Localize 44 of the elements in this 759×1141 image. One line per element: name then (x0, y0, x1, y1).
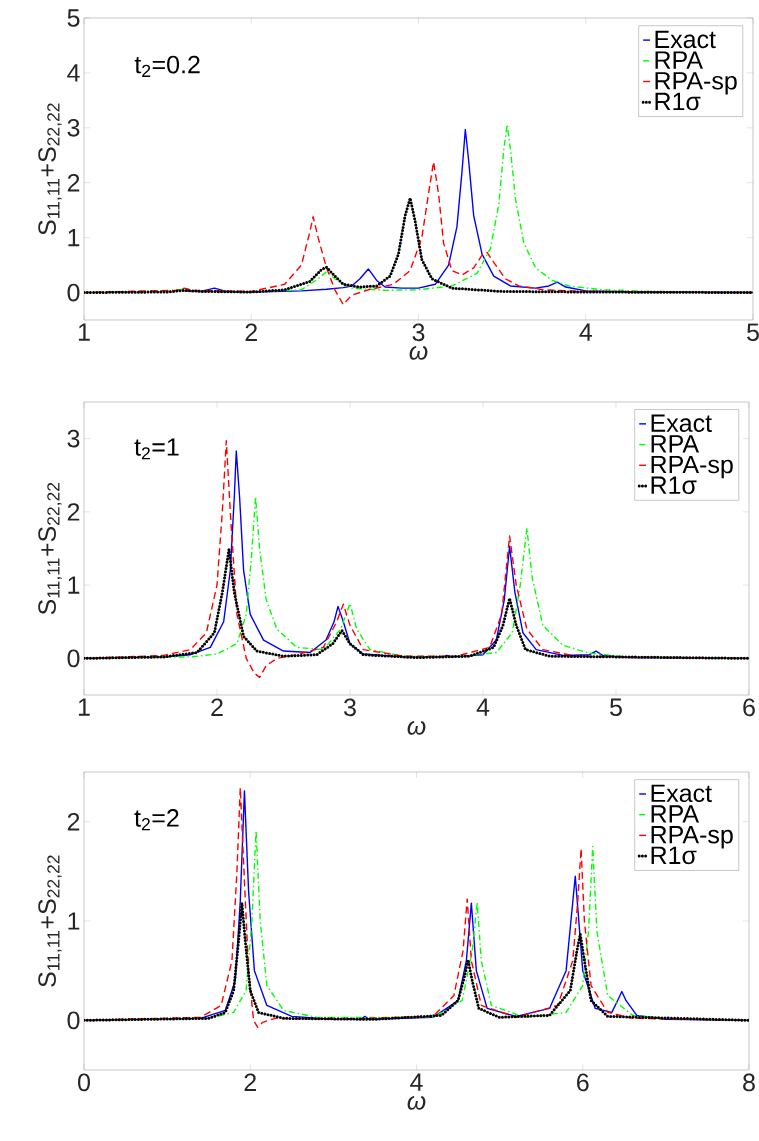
y-tick-label: 4 (67, 64, 80, 82)
y-tick-label: 0 (67, 1011, 80, 1030)
x-tick-label: 4 (579, 323, 592, 341)
y-axis-title: S$_{11,11}$+S$_{22,22}$ (38, 482, 62, 615)
legend-label: Exact (655, 30, 716, 49)
y-tick-label: 3 (67, 429, 80, 448)
y-tick-label: 1 (68, 576, 80, 594)
x-tick-label: 8 (743, 1073, 755, 1092)
x-tick-label: 5 (747, 323, 759, 341)
y-axis-title: S$_{11,11}$+S$_{22,22}$ (38, 855, 62, 987)
annotation: t$_{2}$=0.2 (134, 55, 200, 77)
legend-label: RPA (655, 51, 703, 69)
x-axis-title: ω (407, 721, 426, 735)
x-tick-label: 6 (743, 698, 755, 717)
y-tick-label: 2 (67, 174, 80, 192)
legend-label: RPA (651, 435, 700, 453)
y-axis-title: S$_{11,11}$+S$_{22,22}$ (38, 103, 62, 235)
legend-label: RPA (651, 805, 700, 823)
x-axis-title: ω (409, 346, 428, 360)
line-series (84, 901, 749, 1022)
line-series (84, 547, 749, 660)
x-axis-title: ω (407, 1096, 426, 1110)
x-tick-label: 6 (577, 1073, 589, 1092)
x-tick-label: 3 (412, 323, 425, 342)
y-tick-label: 2 (67, 503, 80, 521)
annotation: t$_{2}$=2 (134, 809, 179, 831)
y-tick-label: 0 (67, 649, 80, 668)
x-tick-label: 2 (244, 1073, 256, 1091)
legend-label: Exact (651, 784, 712, 803)
y-tick-label: 1 (68, 912, 80, 930)
x-tick-label: 3 (344, 698, 356, 717)
line-series (84, 196, 753, 295)
x-tick-label: 2 (211, 698, 223, 716)
y-tick-label: 1 (68, 229, 80, 247)
y-tick-label: 0 (67, 283, 80, 302)
x-tick-label: 4 (410, 1073, 423, 1091)
x-tick-label: 2 (245, 323, 257, 341)
y-tick-label: 5 (67, 9, 80, 27)
x-tick-label: 5 (610, 698, 622, 716)
y-tick-label: 3 (67, 118, 80, 137)
y-tick-label: 2 (67, 812, 80, 831)
legend-label: Exact (651, 414, 712, 432)
x-tick-label: 4 (476, 698, 490, 716)
annotation: t$_{2}$=1 (134, 438, 179, 460)
